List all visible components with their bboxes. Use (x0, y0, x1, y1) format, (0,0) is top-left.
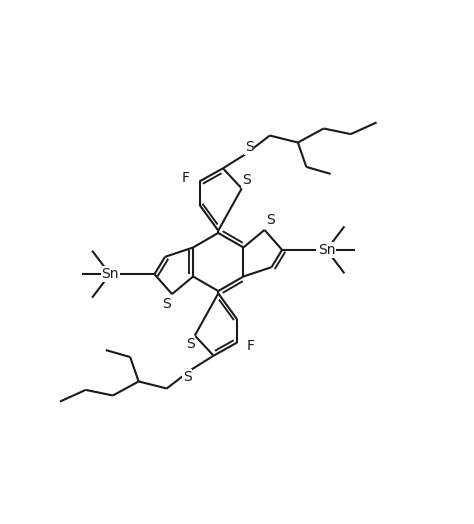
Text: Sn: Sn (318, 243, 335, 257)
Text: F: F (182, 171, 190, 184)
Text: S: S (245, 140, 254, 154)
Text: S: S (266, 213, 274, 226)
Text: F: F (247, 340, 255, 353)
Text: Sn: Sn (101, 267, 118, 281)
Text: S: S (183, 370, 191, 384)
Text: S: S (186, 337, 194, 351)
Text: S: S (162, 298, 171, 311)
Text: S: S (242, 173, 251, 187)
